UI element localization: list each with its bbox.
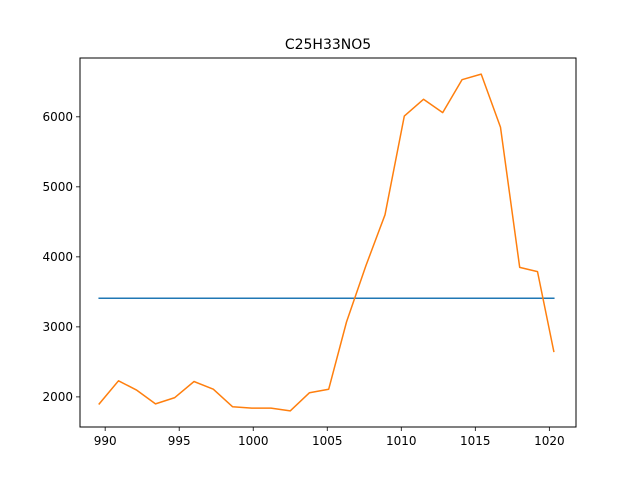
x-tick-label: 1000 [238, 434, 269, 448]
y-tick-label: 3000 [42, 320, 73, 334]
x-tick-label: 995 [168, 434, 191, 448]
x-tick-label: 990 [94, 434, 117, 448]
x-tick-label: 1005 [312, 434, 343, 448]
chart-title: C25H33NO5 [285, 37, 371, 53]
series-layer [98, 73, 555, 412]
y-tick-label: 2000 [42, 390, 73, 404]
y-tick-label: 5000 [42, 180, 73, 194]
x-axis: 990 995 1000 1005 1010 1015 1020 [94, 427, 565, 448]
y-axis: 2000 3000 4000 5000 6000 [42, 110, 80, 404]
plot-frame [79, 57, 577, 428]
series-line-2 [98, 73, 555, 412]
x-tick-label: 1020 [534, 434, 565, 448]
y-tick-label: 6000 [42, 110, 73, 124]
x-tick-label: 1015 [460, 434, 491, 448]
y-tick-label: 4000 [42, 250, 73, 264]
x-tick-label: 1010 [386, 434, 417, 448]
